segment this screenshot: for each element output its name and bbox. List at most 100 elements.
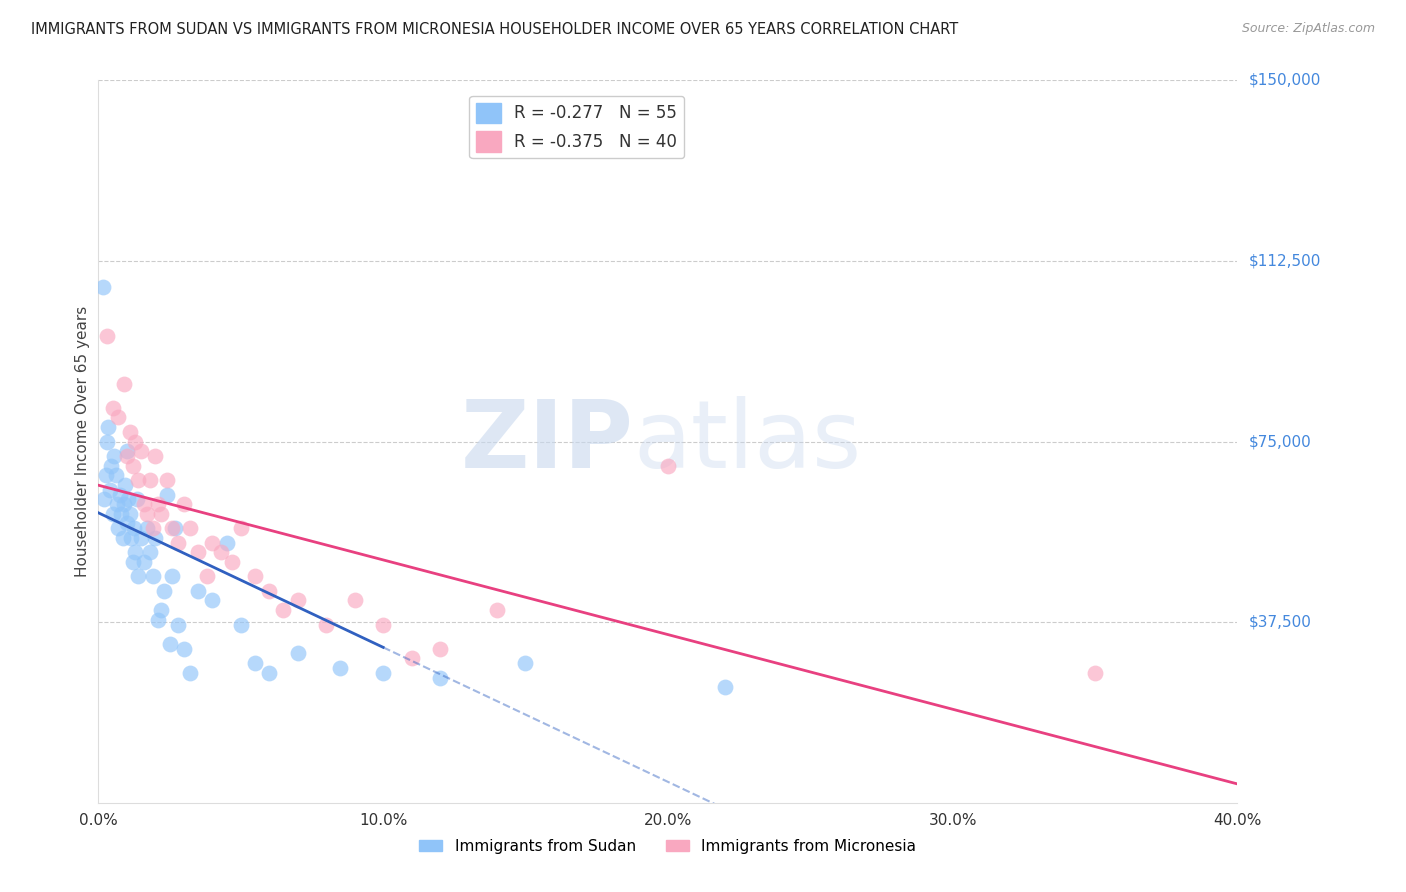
Point [201,535,224,549]
Point [162,521,184,535]
Point [179,665,201,680]
Point [162,569,184,583]
Point [112,497,135,511]
Point [141,569,163,583]
Point [145,531,167,545]
Point [179,521,201,535]
Point [156,487,179,501]
Text: ZIP: ZIP [461,395,634,488]
Legend: Immigrants from Sudan, Immigrants from Micronesia: Immigrants from Sudan, Immigrants from M… [413,833,922,860]
Point [150,507,173,521]
Point [486,603,509,617]
Point [91,280,114,294]
Point [121,555,143,569]
Point [107,410,129,425]
Y-axis label: Householder Income Over 65 years: Householder Income Over 65 years [75,306,90,577]
Point [111,531,134,545]
Text: IMMIGRANTS FROM SUDAN VS IMMIGRANTS FROM MICRONESIA HOUSEHOLDER INCOME OVER 65 Y: IMMIGRANTS FROM SUDAN VS IMMIGRANTS FROM… [31,22,957,37]
Point [115,449,138,463]
Point [101,401,124,415]
Point [173,641,195,656]
Point [329,661,352,675]
Point [714,680,737,694]
Point [401,651,423,665]
Point [153,583,176,598]
Point [132,497,155,511]
Point [129,531,152,545]
Point [287,593,309,607]
Text: atlas: atlas [634,395,862,488]
Point [221,555,243,569]
Point [371,617,394,632]
Point [371,665,394,680]
Point [287,647,309,661]
Point [243,656,266,670]
Point [195,569,218,583]
Point [104,468,127,483]
Point [187,583,209,598]
Point [124,545,146,559]
Point [429,671,451,685]
Point [120,531,142,545]
Point [187,545,209,559]
Point [115,516,138,531]
Point [118,425,141,439]
Point [127,473,149,487]
Point [215,535,238,549]
Point [657,458,679,473]
Point [273,603,295,617]
Point [259,583,281,598]
Point [315,617,337,632]
Point [96,328,118,343]
Point [156,473,179,487]
Text: $150,000: $150,000 [1249,73,1320,87]
Point [115,444,138,458]
Point [121,458,143,473]
Text: $37,500: $37,500 [1249,615,1312,630]
Point [429,641,451,656]
Point [209,545,232,559]
Text: Source: ZipAtlas.com: Source: ZipAtlas.com [1241,22,1375,36]
Point [129,444,152,458]
Point [98,483,121,497]
Point [101,507,124,521]
Point [97,420,120,434]
Point [515,656,537,670]
Point [124,434,146,449]
Point [135,507,157,521]
Point [165,521,187,535]
Point [1084,665,1107,680]
Point [132,555,155,569]
Point [118,507,141,521]
Point [201,593,224,607]
Point [135,521,157,535]
Point [229,617,252,632]
Point [122,521,145,535]
Point [107,521,129,535]
Text: $112,500: $112,500 [1249,253,1320,268]
Point [148,613,170,627]
Point [96,434,118,449]
Point [105,497,128,511]
Point [125,492,148,507]
Point [138,545,160,559]
Point [117,492,139,507]
Point [145,449,167,463]
Point [259,665,281,680]
Point [103,449,125,463]
Point [159,637,181,651]
Point [93,492,115,507]
Point [100,458,122,473]
Point [141,521,163,535]
Point [343,593,366,607]
Text: $75,000: $75,000 [1249,434,1312,449]
Point [138,473,160,487]
Point [229,521,252,535]
Point [114,478,136,492]
Point [243,569,266,583]
Point [150,603,173,617]
Point [173,497,195,511]
Point [94,468,117,483]
Point [167,535,190,549]
Point [127,569,149,583]
